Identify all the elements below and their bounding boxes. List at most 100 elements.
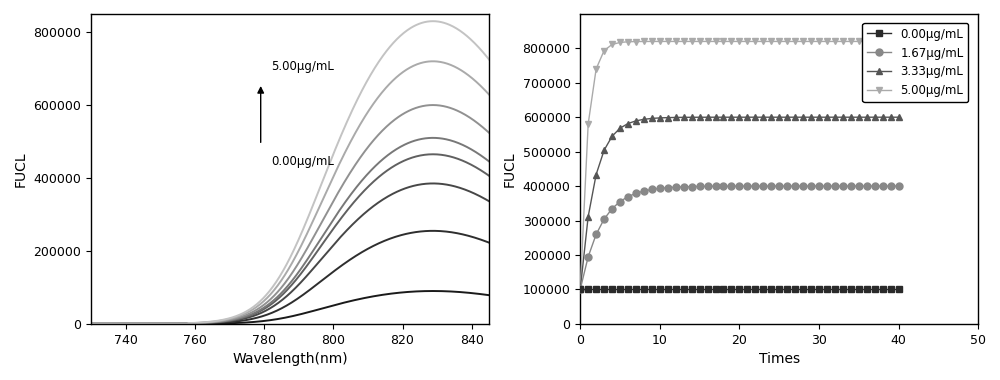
1.67μg/mL	[765, 184, 777, 188]
Line: 1.67μg/mL: 1.67μg/mL	[577, 183, 902, 293]
3.33μg/mL	[582, 214, 594, 219]
1.67μg/mL	[789, 184, 801, 188]
1.67μg/mL	[702, 184, 714, 188]
0.00μg/mL	[654, 287, 666, 292]
5.00μg/mL	[622, 40, 634, 44]
Text: 0.00μg/mL: 0.00μg/mL	[271, 155, 334, 168]
5.00μg/mL	[670, 39, 682, 44]
1.67μg/mL	[869, 184, 881, 188]
X-axis label: Wavelength(nm): Wavelength(nm)	[232, 352, 348, 366]
5.00μg/mL	[702, 39, 714, 44]
1.67μg/mL	[757, 184, 769, 188]
1.67μg/mL	[574, 287, 586, 292]
1.67μg/mL	[829, 184, 841, 188]
5.00μg/mL	[757, 39, 769, 44]
5.00μg/mL	[598, 48, 610, 53]
0.00μg/mL	[749, 287, 761, 292]
0.00μg/mL	[733, 287, 745, 292]
5.00μg/mL	[781, 39, 793, 44]
0.00μg/mL	[662, 287, 674, 292]
1.67μg/mL	[598, 217, 610, 222]
5.00μg/mL	[630, 39, 642, 44]
3.33μg/mL	[861, 115, 873, 119]
3.33μg/mL	[670, 115, 682, 120]
3.33μg/mL	[749, 115, 761, 119]
1.67μg/mL	[837, 184, 849, 188]
3.33μg/mL	[853, 115, 865, 119]
5.00μg/mL	[797, 39, 809, 44]
3.33μg/mL	[821, 115, 833, 119]
5.00μg/mL	[638, 39, 650, 44]
1.67μg/mL	[622, 194, 634, 199]
3.33μg/mL	[606, 134, 618, 139]
3.33μg/mL	[845, 115, 857, 119]
3.33μg/mL	[694, 115, 706, 120]
Line: 3.33μg/mL: 3.33μg/mL	[577, 114, 902, 293]
3.33μg/mL	[877, 115, 889, 119]
1.67μg/mL	[606, 206, 618, 211]
0.00μg/mL	[638, 287, 650, 292]
Text: 5.00μg/mL: 5.00μg/mL	[271, 60, 334, 73]
5.00μg/mL	[853, 39, 865, 44]
Line: 5.00μg/mL: 5.00μg/mL	[577, 38, 902, 293]
5.00μg/mL	[710, 39, 722, 44]
5.00μg/mL	[749, 39, 761, 44]
0.00μg/mL	[646, 287, 658, 292]
3.33μg/mL	[781, 115, 793, 119]
5.00μg/mL	[614, 40, 626, 45]
3.33μg/mL	[789, 115, 801, 119]
0.00μg/mL	[861, 287, 873, 292]
1.67μg/mL	[749, 184, 761, 188]
3.33μg/mL	[702, 115, 714, 119]
3.33μg/mL	[797, 115, 809, 119]
0.00μg/mL	[614, 287, 626, 292]
0.00μg/mL	[678, 287, 690, 292]
1.67μg/mL	[877, 184, 889, 188]
3.33μg/mL	[622, 121, 634, 126]
3.33μg/mL	[710, 115, 722, 119]
5.00μg/mL	[582, 122, 594, 126]
1.67μg/mL	[861, 184, 873, 188]
1.67μg/mL	[853, 184, 865, 188]
1.67μg/mL	[773, 184, 785, 188]
0.00μg/mL	[853, 287, 865, 292]
3.33μg/mL	[717, 115, 729, 119]
3.33μg/mL	[805, 115, 817, 119]
1.67μg/mL	[845, 184, 857, 188]
0.00μg/mL	[606, 287, 618, 292]
1.67μg/mL	[805, 184, 817, 188]
5.00μg/mL	[877, 39, 889, 44]
3.33μg/mL	[598, 148, 610, 152]
5.00μg/mL	[717, 39, 729, 44]
0.00μg/mL	[702, 287, 714, 292]
0.00μg/mL	[622, 287, 634, 292]
1.67μg/mL	[741, 184, 753, 188]
0.00μg/mL	[821, 287, 833, 292]
3.33μg/mL	[773, 115, 785, 119]
0.00μg/mL	[717, 287, 729, 292]
5.00μg/mL	[686, 39, 698, 44]
5.00μg/mL	[829, 39, 841, 44]
0.00μg/mL	[630, 287, 642, 292]
1.67μg/mL	[678, 185, 690, 189]
5.00μg/mL	[869, 39, 881, 44]
0.00μg/mL	[694, 287, 706, 292]
5.00μg/mL	[646, 39, 658, 44]
5.00μg/mL	[678, 39, 690, 44]
3.33μg/mL	[733, 115, 745, 119]
0.00μg/mL	[741, 287, 753, 292]
3.33μg/mL	[638, 117, 650, 122]
3.33μg/mL	[837, 115, 849, 119]
1.67μg/mL	[590, 232, 602, 237]
0.00μg/mL	[885, 287, 897, 292]
0.00μg/mL	[877, 287, 889, 292]
1.67μg/mL	[670, 185, 682, 190]
0.00μg/mL	[837, 287, 849, 292]
1.67μg/mL	[725, 184, 737, 188]
1.67μg/mL	[694, 184, 706, 189]
1.67μg/mL	[654, 186, 666, 191]
3.33μg/mL	[829, 115, 841, 119]
5.00μg/mL	[837, 39, 849, 44]
5.00μg/mL	[662, 39, 674, 44]
1.67μg/mL	[582, 255, 594, 259]
